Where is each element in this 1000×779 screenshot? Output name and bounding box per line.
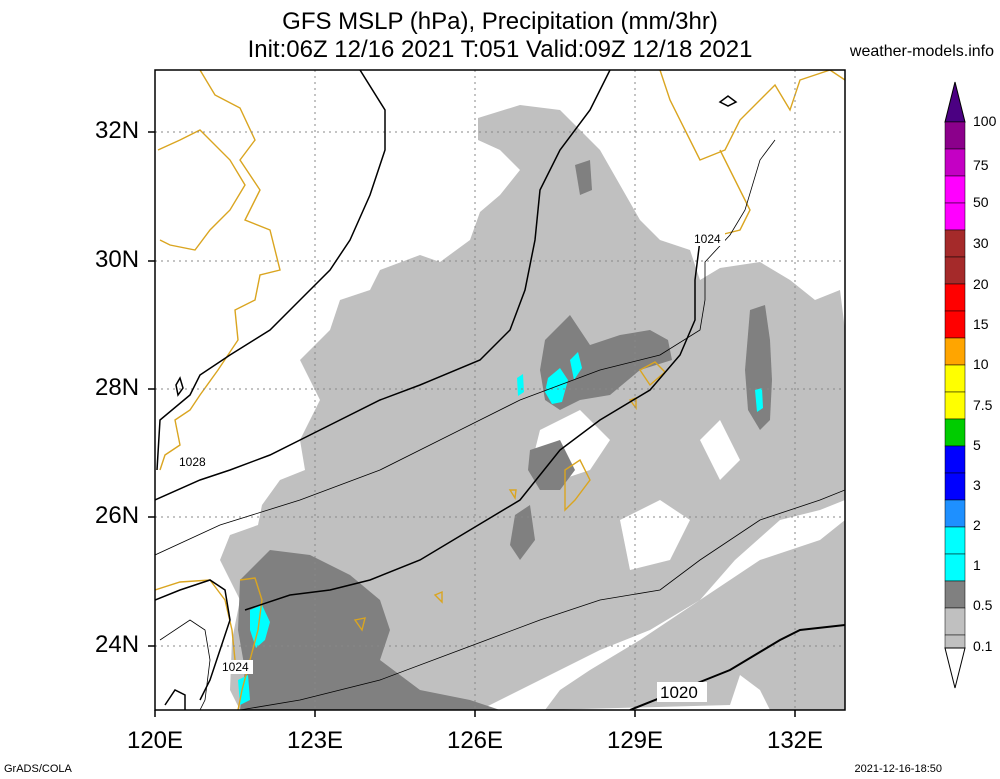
site-credit: weather-models.info	[849, 43, 994, 60]
taiwan-coastline	[237, 577, 263, 710]
coastlines	[155, 70, 845, 710]
axis-ticks	[148, 131, 796, 717]
colorbar-label: 30	[973, 235, 989, 251]
colorbar-top-arrow	[944, 81, 966, 123]
isobar-closed	[164, 689, 186, 710]
isobar-1028	[156, 70, 386, 471]
colorbar-label: 50	[973, 194, 989, 210]
isobar-closed	[718, 95, 738, 107]
lon-label: 132E	[766, 727, 824, 754]
ryukyu-island	[353, 617, 366, 632]
ryukyu-island	[508, 489, 517, 501]
isobar-label: 1028	[179, 455, 206, 469]
lat-label: 24N	[95, 631, 140, 658]
precip-band-cyan	[250, 605, 270, 648]
isobar-1026-thin	[155, 139, 776, 556]
lon-label: 120E	[126, 727, 184, 754]
colorbar-label: 2	[973, 517, 981, 533]
colorbar-label: 0.1	[973, 638, 993, 654]
lon-label: 129E	[606, 727, 664, 754]
colorbar-label: 20	[973, 276, 989, 292]
precip-band-cyan	[517, 374, 524, 396]
colorbar-label: 75	[973, 157, 989, 173]
precip-band-dark	[528, 440, 575, 490]
colorbar-label: 10	[973, 356, 989, 372]
colorbar-label: 15	[973, 316, 989, 332]
isobar-taiwan-low	[155, 579, 231, 701]
precip-band-dark	[510, 505, 535, 560]
precip-band-cyan	[755, 388, 763, 412]
colorbar-label: 3	[973, 477, 981, 493]
lon-label: 126E	[446, 727, 504, 754]
colorbar-bottom-arrow	[944, 647, 966, 689]
isobar-1020-south	[239, 489, 845, 710]
lat-label: 28N	[95, 374, 140, 401]
colorbar-label: 7.5	[973, 397, 993, 413]
colorbar-label: 1	[973, 557, 981, 573]
china-coast-inland	[157, 129, 246, 251]
lat-label: 30N	[95, 246, 140, 273]
ryukyu-island	[433, 590, 443, 604]
precip-band-dark	[540, 315, 672, 410]
precip-band-light	[220, 105, 845, 710]
map-title-line2: Init:06Z 12/16 2021 T:051 Valid:09Z 12/1…	[247, 36, 753, 63]
precip-band-cyan	[570, 352, 582, 380]
precipitation-field	[220, 105, 845, 710]
precip-band-dark	[745, 305, 772, 430]
isobar-closed	[175, 376, 184, 397]
isobar-label: 1020	[660, 683, 698, 702]
ryukyu-island	[564, 458, 591, 512]
colorbar-label: 0.5	[973, 597, 993, 613]
lat-label: 32N	[95, 117, 140, 144]
korea-japan-coastline	[659, 70, 845, 161]
isobar-taiwan-inner	[159, 619, 211, 710]
taiwan-coast-west	[155, 579, 236, 661]
china-coastline	[159, 70, 281, 471]
isobar-label: 1024	[694, 232, 721, 246]
isobar-1024-south	[244, 239, 701, 611]
precip-colorbar	[944, 81, 966, 689]
kyushu-coastline	[719, 149, 751, 236]
colorbar-label: 5	[973, 437, 981, 453]
colorbar-label: 100	[973, 113, 997, 129]
isobars	[155, 70, 845, 710]
map-frame	[154, 69, 846, 711]
precip-gap	[700, 420, 740, 480]
isobar-labels: 1028 1024 1024 1020	[177, 232, 725, 702]
isobar-1024	[155, 70, 611, 501]
precip-band-dark	[238, 550, 500, 710]
lon-label: 123E	[286, 727, 344, 754]
lat-label: 26N	[95, 502, 140, 529]
ryukyu-island	[628, 397, 637, 411]
precip-band-dark	[575, 160, 592, 195]
map-title-line1: GFS MSLP (hPa), Precipitation (mm/3hr)	[282, 8, 718, 35]
footer-timestamp: 2021-12-16-18:50	[854, 763, 942, 775]
isobar-label: 1024	[222, 660, 249, 674]
footer-credit: GrADS/COLA	[4, 763, 72, 775]
